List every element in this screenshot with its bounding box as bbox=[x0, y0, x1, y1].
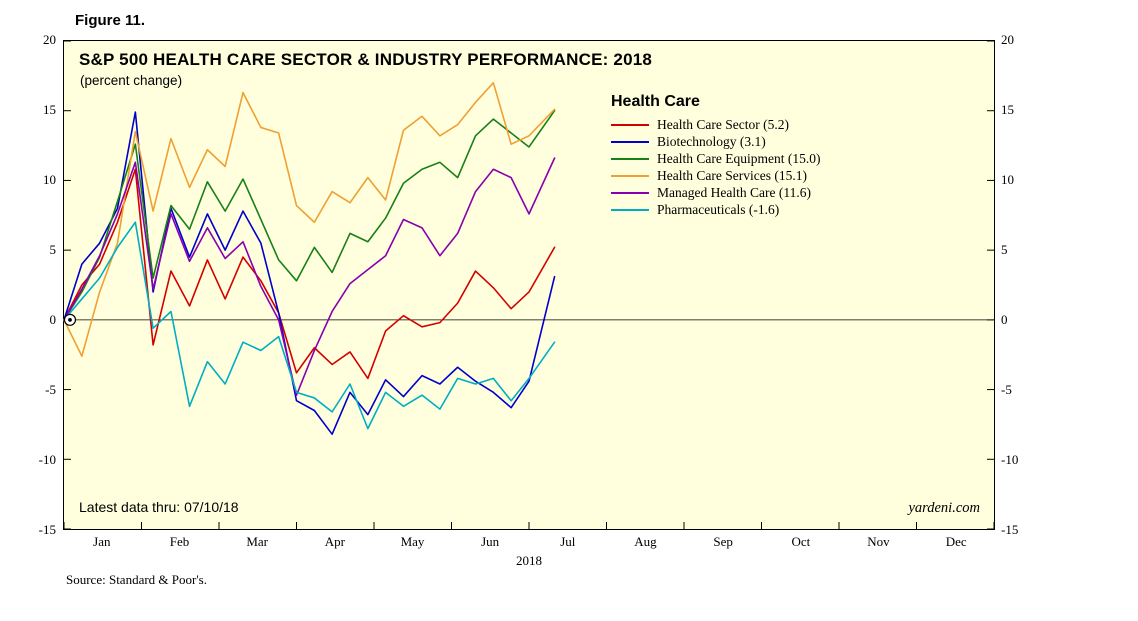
legend-label: Health Care Services (15.1) bbox=[657, 168, 807, 183]
legend-entry: Pharmaceuticals (-1.6) bbox=[611, 201, 820, 218]
y-tick-label-left: -15 bbox=[38, 522, 56, 537]
x-tick-label: Mar bbox=[246, 534, 268, 549]
x-tick-label: Nov bbox=[867, 534, 890, 549]
series-line bbox=[64, 83, 555, 356]
yardeni-watermark: yardeni.com bbox=[908, 500, 980, 516]
legend-entries: Health Care Sector (5.2) Biotechnology (3… bbox=[611, 116, 820, 218]
x-tick-label: Sep bbox=[713, 534, 733, 549]
legend-entry: Managed Health Care (11.6) bbox=[611, 184, 820, 201]
series-line bbox=[64, 112, 555, 434]
y-tick-label-left: 0 bbox=[49, 312, 57, 327]
series-line bbox=[64, 111, 555, 320]
y-tick-label-left: 10 bbox=[43, 172, 56, 187]
legend-label: Biotechnology (3.1) bbox=[657, 134, 766, 149]
x-tick-label: Feb bbox=[169, 534, 190, 549]
source-note: Source: Standard & Poor's. bbox=[66, 572, 207, 587]
legend-label: Health Care Sector (5.2) bbox=[657, 117, 789, 132]
legend-entry: Health Care Sector (5.2) bbox=[611, 116, 820, 133]
legend-swatch bbox=[611, 123, 649, 126]
chart-title: S&P 500 HEALTH CARE SECTOR & INDUSTRY PE… bbox=[79, 50, 653, 69]
figure-label: Figure 11. bbox=[75, 12, 146, 29]
legend-swatch bbox=[611, 208, 649, 211]
plot-area: S&P 500 HEALTH CARE SECTOR & INDUSTRY PE… bbox=[63, 40, 995, 530]
y-tick-label-right: 0 bbox=[1001, 312, 1008, 327]
x-axis-year: 2018 bbox=[516, 553, 542, 568]
x-tick-label: Apr bbox=[324, 534, 345, 549]
y-tick-label-right: 10 bbox=[1001, 172, 1014, 187]
legend-swatch bbox=[611, 191, 649, 194]
legend-entry: Health Care Services (15.1) bbox=[611, 167, 820, 184]
legend-label: Pharmaceuticals (-1.6) bbox=[657, 202, 780, 217]
series-line bbox=[64, 158, 555, 395]
chart-lines-svg bbox=[64, 40, 995, 530]
series-line bbox=[64, 169, 555, 378]
legend-title: Health Care bbox=[611, 93, 700, 110]
y-tick-label-right: 20 bbox=[1001, 32, 1014, 47]
x-tick-label: Jun bbox=[481, 534, 500, 549]
legend-entry: Health Care Equipment (15.0) bbox=[611, 150, 820, 167]
y-tick-label-left: -5 bbox=[45, 382, 56, 397]
y-tick-label-right: 15 bbox=[1001, 102, 1014, 117]
y-tick-label-left: 5 bbox=[49, 242, 57, 257]
y-tick-label-right: 5 bbox=[1001, 242, 1008, 257]
chart-subtitle: (percent change) bbox=[80, 73, 183, 88]
legend-label: Managed Health Care (11.6) bbox=[657, 185, 811, 200]
legend-entry: Biotechnology (3.1) bbox=[611, 133, 820, 150]
x-tick-label: May bbox=[400, 534, 425, 549]
y-tick-label-left: -10 bbox=[38, 452, 56, 467]
y-tick-label-right: -10 bbox=[1001, 452, 1019, 467]
origin-marker-dot bbox=[68, 317, 72, 322]
y-tick-label-left: 15 bbox=[43, 102, 56, 117]
x-tick-label: Dec bbox=[945, 534, 967, 549]
legend: Health Care Health Care Sector (5.2) Biot… bbox=[611, 93, 820, 218]
legend-label: Health Care Equipment (15.0) bbox=[657, 151, 821, 166]
x-tick-label: Oct bbox=[791, 534, 811, 549]
legend-swatch bbox=[611, 174, 649, 177]
x-tick-label: Aug bbox=[634, 534, 657, 549]
x-tick-label: Jul bbox=[560, 534, 576, 549]
y-tick-label-right: -5 bbox=[1001, 382, 1012, 397]
latest-data-note: Latest data thru: 07/10/18 bbox=[79, 499, 239, 515]
y-tick-label-left: 20 bbox=[43, 32, 56, 47]
series-line bbox=[64, 222, 555, 428]
x-tick-label: Jan bbox=[93, 534, 111, 549]
y-tick-label-right: -15 bbox=[1001, 522, 1019, 537]
legend-swatch bbox=[611, 140, 649, 143]
legend-swatch bbox=[611, 157, 649, 160]
